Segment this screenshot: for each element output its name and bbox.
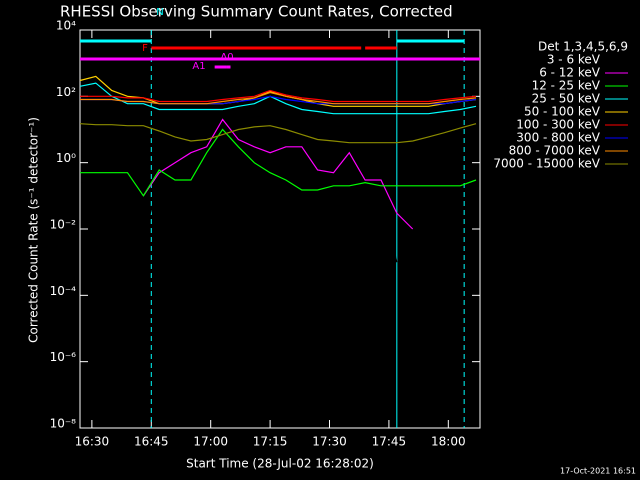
legend-label: 3 - 6 keV xyxy=(547,53,601,67)
chart-title: RHESSI Observing Summary Count Rates, Co… xyxy=(60,3,453,21)
flag-label: A1 xyxy=(192,61,205,72)
legend-label: 12 - 25 keV xyxy=(532,79,601,93)
series-line xyxy=(142,118,414,230)
series-line xyxy=(79,82,477,115)
flag-label: A0 xyxy=(220,52,233,63)
x-tick-label: 16:30 xyxy=(75,435,110,449)
series-line xyxy=(142,138,398,263)
legend-label: 300 - 800 keV xyxy=(516,131,600,145)
y-axis-label: Corrected Count Rate (s⁻¹ detector⁻¹) xyxy=(27,117,41,343)
y-tick-label: 10⁻² xyxy=(50,218,77,232)
series-line xyxy=(80,89,477,103)
x-tick-label: 17:15 xyxy=(253,435,288,449)
footer: 17-Oct-2021 16:51 xyxy=(560,467,636,476)
legend-label: 25 - 50 keV xyxy=(532,92,601,106)
x-tick-label: 17:30 xyxy=(312,435,347,449)
legend-label: 50 - 100 keV xyxy=(524,105,601,119)
series-line xyxy=(79,123,477,144)
y-tick-label: 10⁻⁶ xyxy=(50,350,77,364)
x-tick-label: 18:00 xyxy=(431,435,466,449)
x-tick-label: 17:45 xyxy=(372,435,407,449)
y-tick-label: 10⁻⁸ xyxy=(50,417,77,431)
legend-label: 7000 - 15000 keV xyxy=(493,157,600,171)
x-tick-label: 16:45 xyxy=(134,435,169,449)
flag-label: N xyxy=(156,7,163,18)
y-tick-label: 10⁰ xyxy=(56,151,76,165)
legend-label: 800 - 7000 keV xyxy=(509,144,601,158)
y-tick-label: 10⁻⁴ xyxy=(50,284,77,298)
plot-frame xyxy=(79,29,481,429)
legend-label: 6 - 12 keV xyxy=(539,66,601,80)
legend-title: Det 1,3,4,5,6,9 xyxy=(538,40,628,54)
series-line xyxy=(80,91,477,105)
y-tick-label: 10² xyxy=(56,85,76,99)
series-line xyxy=(80,128,477,197)
y-tick-label: 10⁴ xyxy=(56,19,76,33)
flag-label: F xyxy=(142,43,148,54)
x-axis-label: Start Time (28-Jul-02 16:28:02) xyxy=(186,457,374,471)
legend-label: 100 - 300 keV xyxy=(516,118,600,132)
x-tick-label: 17:00 xyxy=(193,435,228,449)
